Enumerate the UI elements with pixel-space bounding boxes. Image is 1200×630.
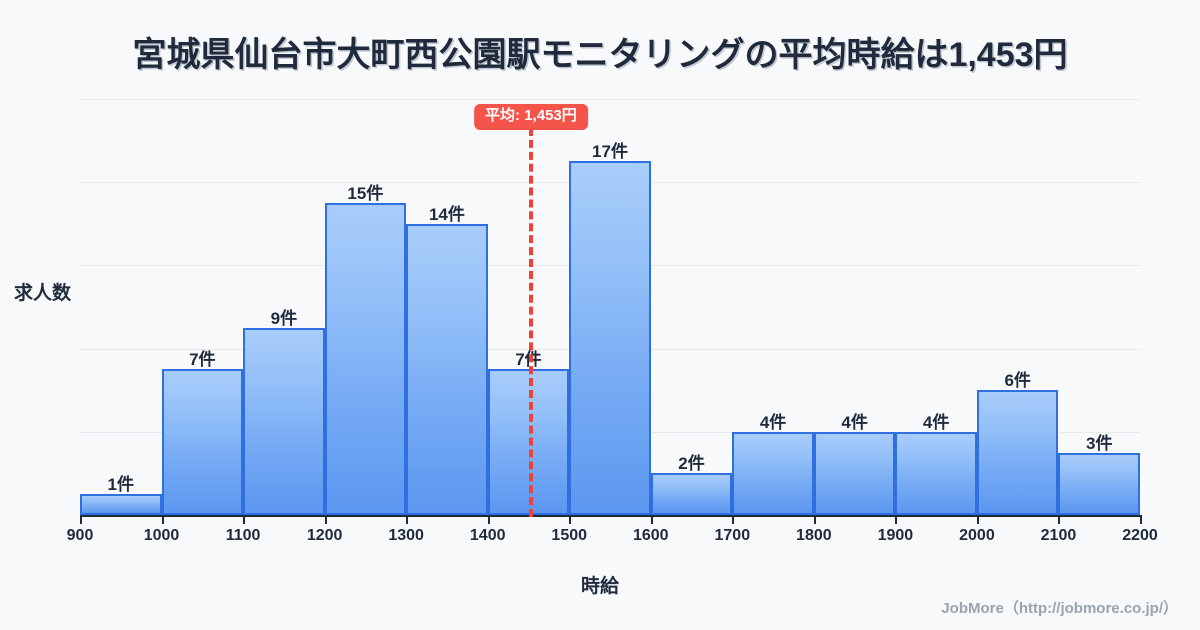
histogram-bar[interactable] [243, 327, 325, 515]
bar-value-label: 7件 [515, 350, 542, 370]
histogram-bar[interactable] [569, 161, 651, 515]
x-axis-tick-label: 1200 [306, 527, 343, 544]
bar-value-label: 3件 [1085, 433, 1113, 453]
x-axis-tick [569, 515, 572, 524]
x-axis-tick-label: 1300 [388, 527, 424, 544]
bar-value-label: 6件 [1004, 371, 1031, 391]
x-axis-tick-label: 1700 [714, 527, 751, 544]
bar-value-label: 4件 [759, 412, 787, 432]
x-axis-tick [976, 515, 979, 524]
x-axis-tick-label: 2200 [1122, 527, 1158, 544]
histogram-bar[interactable] [161, 369, 244, 515]
x-axis-tick-label: 1600 [632, 527, 669, 544]
bar-value-label: 7件 [189, 350, 216, 370]
footer-credit: JobMore（http://jobmore.co.jp/） [941, 600, 1178, 617]
x-axis-tick-label: 1500 [551, 527, 588, 544]
y-axis-title: 求人数 [14, 283, 72, 304]
bar-value-label: 4件 [841, 412, 868, 432]
x-axis-tick-label: 2000 [959, 527, 995, 544]
x-axis-tick [161, 515, 164, 524]
x-axis-tick [80, 515, 82, 524]
gridline [80, 99, 1140, 100]
x-axis-tick [650, 515, 653, 524]
x-axis-title: 時給 [580, 576, 619, 597]
x-axis-tick [1140, 515, 1142, 524]
x-axis-tick [487, 515, 490, 524]
x-axis-tick [1058, 515, 1061, 524]
x-axis-tick [813, 515, 816, 524]
average-badge: 平均: 1,453円 [474, 104, 588, 130]
histogram-bar[interactable] [1058, 452, 1140, 515]
histogram-bar[interactable] [813, 431, 896, 515]
x-axis-tick-label: 2100 [1040, 527, 1077, 544]
bar-value-label: 14件 [428, 204, 465, 224]
x-axis-tick [243, 515, 246, 524]
x-axis-tick [324, 515, 327, 524]
histogram-bar[interactable] [80, 494, 162, 515]
x-axis-tick [895, 515, 898, 524]
histogram-bar[interactable] [406, 223, 488, 515]
average-line [528, 128, 533, 517]
bar-value-label: 1件 [107, 475, 134, 495]
histogram-bar[interactable] [650, 473, 733, 515]
x-axis-tick [406, 515, 409, 524]
bar-value-label: 17件 [592, 142, 628, 162]
chart-title: 宮城県仙台市大町西公園駅モニタリングの平均時給は1,453円 [132, 36, 1068, 74]
x-axis-tick-label: 1000 [143, 527, 180, 544]
histogram-bar[interactable] [976, 390, 1059, 515]
bar-value-label: 9件 [270, 308, 298, 328]
x-axis-tick-label: 1900 [877, 527, 914, 544]
bar-value-label: 4件 [922, 412, 950, 432]
x-axis-tick-label: 1800 [796, 527, 832, 544]
histogram-bar[interactable] [732, 431, 814, 515]
x-axis-tick [732, 515, 735, 524]
x-axis-tick-label: 900 [66, 527, 94, 544]
x-axis-tick-label: 1100 [225, 527, 261, 544]
plot-area [80, 99, 1140, 515]
bar-value-label: 2件 [678, 454, 705, 474]
x-axis-tick-label: 1400 [469, 527, 506, 544]
bar-value-label: 15件 [347, 184, 384, 203]
histogram-bar[interactable] [324, 203, 407, 515]
x-axis-line [80, 515, 1140, 517]
histogram-bar[interactable] [895, 431, 977, 515]
histogram-bar[interactable] [487, 369, 570, 515]
